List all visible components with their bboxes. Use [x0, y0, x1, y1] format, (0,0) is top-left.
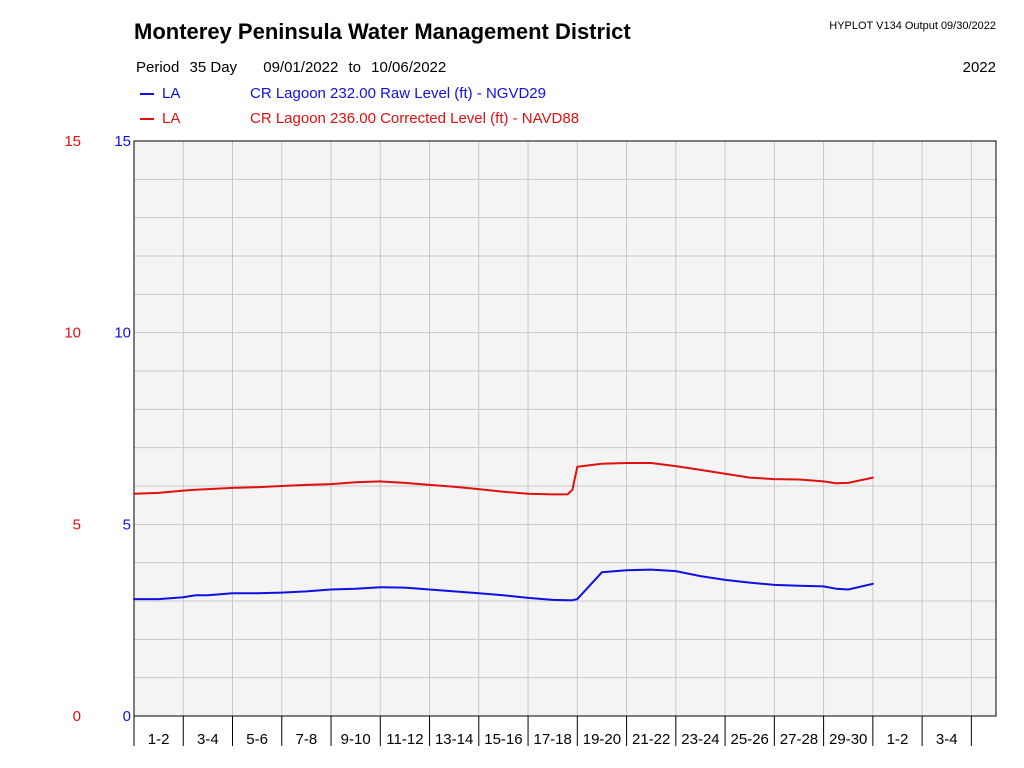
x-tick-label: 25-26 [731, 731, 769, 748]
x-tick-label: 29-30 [829, 731, 867, 748]
y-tick-label-right: 5 [123, 516, 131, 533]
x-tick-label: 19-20 [583, 731, 621, 748]
legend-description-raw: CR Lagoon 232.00 Raw Level (ft) - NGVD29 [250, 85, 546, 102]
version-output-label: HYPLOT V134 Output 09/30/2022 [829, 20, 996, 32]
x-tick-label: 27-28 [780, 731, 818, 748]
y-tick-label-left: 15 [64, 133, 81, 150]
legend-entry-raw: LA CR Lagoon 232.00 Raw Level (ft) - NGVD… [140, 85, 546, 102]
year-label: 2022 [962, 59, 996, 76]
y-tick-label-left: 0 [73, 708, 81, 725]
x-tick-label: 5-6 [246, 731, 268, 748]
x-tick-label: 9-10 [341, 731, 371, 748]
legend-code-raw: LA [162, 85, 181, 102]
x-tick-label: 17-18 [533, 731, 571, 748]
legend-description-corrected: CR Lagoon 236.00 Corrected Level (ft) - … [250, 110, 580, 127]
x-tick-label: 21-22 [632, 731, 670, 748]
legend-swatch-raw [140, 93, 154, 96]
x-tick-label: 1-2 [887, 731, 909, 748]
end-date: 10/06/2022 [371, 59, 447, 76]
x-tick-label: 3-4 [197, 731, 219, 748]
x-tick-label: 3-4 [936, 731, 958, 748]
x-tick-label: 23-24 [681, 731, 719, 748]
period-length: 35 Day [189, 59, 238, 76]
y-tick-label-right: 10 [114, 325, 131, 342]
x-tick-label: 7-8 [296, 731, 318, 748]
y-tick-label-right: 15 [114, 133, 131, 150]
chart-title: Monterey Peninsula Water Management Dist… [134, 19, 631, 44]
series-line-raw [133, 568, 874, 602]
start-date: 09/01/2022 [263, 59, 339, 76]
x-tick-label: 1-2 [148, 731, 170, 748]
x-tick-label: 11-12 [386, 731, 423, 748]
period-row: Period 35 Day 09/01/2022 to 10/06/2022 [136, 59, 452, 76]
period-label: Period [136, 59, 180, 76]
y-tick-label-left: 10 [64, 325, 81, 342]
plot-border [133, 140, 997, 717]
x-tick-label: 13-14 [435, 731, 473, 748]
series-line-corrected [133, 462, 874, 496]
plot-area [134, 141, 996, 716]
legend-swatch-corrected [140, 118, 154, 121]
y-tick-label-right: 0 [123, 708, 131, 725]
x-tick-label: 15-16 [484, 731, 522, 748]
y-tick-label-left: 5 [73, 516, 81, 533]
legend-code-corrected: LA [162, 110, 181, 127]
to-label: to [348, 59, 361, 76]
legend-entry-corrected: LA CR Lagoon 236.00 Corrected Level (ft) … [140, 110, 579, 127]
